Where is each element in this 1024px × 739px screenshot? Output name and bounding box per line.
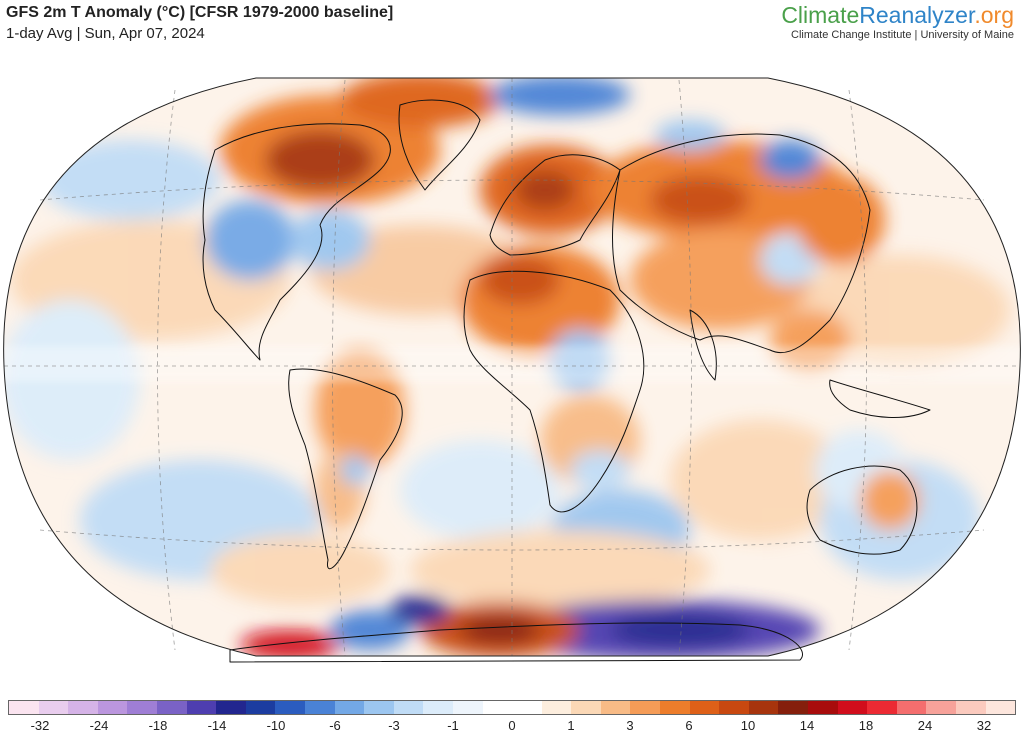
colorbar-segment	[600, 701, 631, 714]
colorbar-tick-label: 0	[508, 718, 516, 733]
anomaly-map[interactable]	[0, 50, 1024, 690]
colorbar-segment	[512, 701, 542, 714]
colorbar-segment	[748, 701, 779, 714]
colorbar-segment	[186, 701, 217, 714]
header: GFS 2m T Anomaly (°C) [CFSR 1979-2000 ba…	[0, 0, 1024, 50]
colorbar-segment	[778, 701, 809, 714]
colorbar-tick-label: 3	[626, 718, 634, 733]
brand-logo[interactable]: ClimateReanalyzer.org Climate Change Ins…	[781, 2, 1014, 41]
colorbar-tick-label: 24	[917, 718, 933, 733]
colorbar-segment	[660, 701, 690, 714]
colorbar-segment	[571, 701, 601, 714]
brand-subtitle: Climate Change Institute | University of…	[791, 29, 1014, 41]
colorbar-tick-label: -18	[148, 718, 168, 733]
colorbar-segment	[867, 701, 897, 714]
coastlines	[202, 99, 931, 663]
colorbar-tick-label: -1	[447, 718, 459, 733]
colorbar-tick-label: 14	[799, 718, 815, 733]
colorbar-segment	[393, 701, 424, 714]
colorbar-segment	[127, 701, 157, 714]
colorbar-tick-label: 10	[740, 718, 756, 733]
colorbar-segment	[896, 701, 927, 714]
colorbar-segment	[837, 701, 868, 714]
colorbar-segment	[808, 701, 838, 714]
colorbar-ticks: -32 -24 -18 -14 -10 -6 -3 -1 0 1 3 6 10 14 18 24 32	[8, 718, 1016, 736]
colorbar-segment	[38, 701, 69, 714]
colorbar-segment	[926, 701, 956, 714]
colorbar-segment	[452, 701, 483, 714]
page-title: GFS 2m T Anomaly (°C) [CFSR 1979-2000 ba…	[6, 4, 394, 21]
colorbar-tick-label: -10	[266, 718, 286, 733]
colorbar-tick-label: 18	[858, 718, 874, 733]
colorbar-segment	[956, 701, 986, 714]
colorbar-segment	[719, 701, 749, 714]
map-boundary	[3, 77, 1021, 657]
colorbar-segment	[630, 701, 661, 714]
colorbar	[8, 700, 1016, 715]
colorbar-tick-label: -32	[30, 718, 50, 733]
colorbar-segment	[423, 701, 453, 714]
colorbar-segment	[482, 701, 513, 714]
colorbar-tick-label: -24	[89, 718, 109, 733]
colorbar-segment	[9, 701, 39, 714]
colorbar-tick-label: -6	[329, 718, 341, 733]
date-subtitle: 1-day Avg | Sun, Apr 07, 2024	[6, 25, 205, 42]
colorbar-segment	[985, 701, 1016, 714]
colorbar-tick-label: -3	[388, 718, 400, 733]
colorbar-segment	[245, 701, 276, 714]
colorbar-segment	[689, 701, 720, 714]
colorbar-segment	[334, 701, 365, 714]
graticule	[4, 78, 1020, 657]
colorbar-tick-label: -14	[207, 718, 227, 733]
colorbar-segment	[216, 701, 246, 714]
colorbar-tick-label: 32	[976, 718, 992, 733]
colorbar-segment	[156, 701, 187, 714]
colorbar-tick-label: 1	[567, 718, 575, 733]
colorbar-segment	[68, 701, 98, 714]
colorbar-segment	[275, 701, 305, 714]
colorbar-segment	[304, 701, 335, 714]
colorbar-segment	[97, 701, 128, 714]
map-svg	[3, 77, 1021, 663]
brand-name-reanalyzer: Reanalyzer	[859, 2, 975, 28]
brand-name-climate: Climate	[781, 2, 860, 28]
colorbar-segment	[364, 701, 394, 714]
brand-name-org: .org	[974, 2, 1014, 28]
colorbar-segment	[541, 701, 572, 714]
brand-name: ClimateReanalyzer.org	[781, 2, 1014, 28]
colorbar-tick-label: 6	[685, 718, 693, 733]
